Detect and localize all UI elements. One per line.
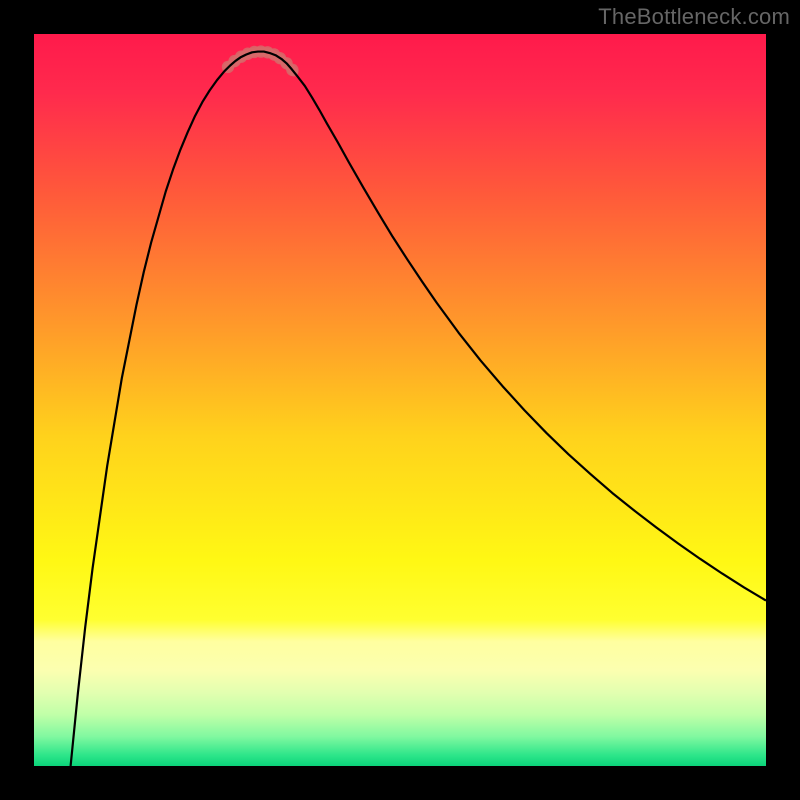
gradient-bg	[34, 34, 766, 766]
chart-frame: TheBottleneck.com	[0, 0, 800, 800]
plot-area	[34, 34, 766, 766]
chart-svg	[34, 34, 766, 766]
watermark-text: TheBottleneck.com	[598, 4, 790, 30]
